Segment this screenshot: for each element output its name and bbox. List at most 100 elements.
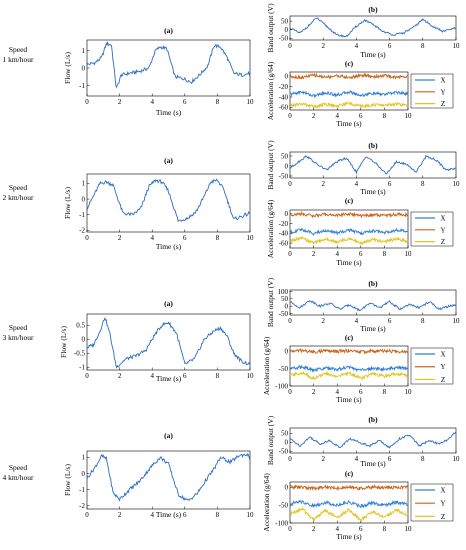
flow-x-tick-label: 2 xyxy=(118,372,122,380)
band-x-tick-label: 6 xyxy=(388,455,392,463)
band-y-tick-label: 100 xyxy=(278,288,289,296)
flow-x-axis-label: Time (s) xyxy=(156,510,182,519)
flow-x-tick-label: 8 xyxy=(216,98,220,106)
flow-x-tick-label: 0 xyxy=(85,511,89,519)
flow-y-tick-label: -1 xyxy=(79,82,85,90)
accel-x-tick-label: 4 xyxy=(335,525,339,533)
accel-y-axis-label: Acceleration (g/64) xyxy=(266,199,275,258)
legend-label-x: X xyxy=(440,487,445,495)
band-y-tick-label: 50 xyxy=(281,295,289,303)
accel-x-tick-label: 10 xyxy=(405,388,413,396)
accel-x-tick-label: 8 xyxy=(383,388,387,396)
flow-y-tick-label: -2 xyxy=(79,227,85,235)
speed-label: Speed xyxy=(9,463,28,472)
accel-y-tick-label: -100 xyxy=(275,519,288,527)
accel-x-axis-label: Time (s) xyxy=(336,532,362,541)
band-plot-frame xyxy=(289,151,457,179)
band-plot-frame xyxy=(289,289,457,316)
accel-y-tick-label: -100 xyxy=(275,382,288,390)
band-panel-label: (b) xyxy=(368,415,378,424)
band-x-tick-label: 6 xyxy=(388,180,392,188)
band-plot-frame xyxy=(289,15,457,41)
band-x-tick-label: 4 xyxy=(355,455,359,463)
speed-value-label: 3 km/hour xyxy=(2,333,34,342)
band-x-tick-label: 2 xyxy=(321,42,325,50)
accel-x-tick-label: 8 xyxy=(383,112,387,120)
band-x-tick-label: 2 xyxy=(321,317,325,325)
flow-y-tick-label: 1 xyxy=(82,454,86,462)
accel-x-tick-label: 2 xyxy=(312,250,316,258)
accel-line-y xyxy=(289,347,409,355)
band-line xyxy=(289,431,457,449)
flow-x-tick-label: 2 xyxy=(118,98,122,106)
band-x-tick-label: 10 xyxy=(453,180,461,188)
flow-y-tick-label: 0 xyxy=(82,64,86,72)
band-plot-frame xyxy=(289,427,457,454)
flow-y-axis-label: Flow (L/s) xyxy=(63,187,72,219)
accel-line-z xyxy=(289,370,409,381)
accel-panel-label: (c) xyxy=(345,59,354,68)
accel-line-x xyxy=(289,227,409,236)
accel-x-tick-label: 0 xyxy=(288,112,292,120)
accel-line-z xyxy=(289,101,409,109)
accel-plot-frame xyxy=(289,481,409,524)
flow-x-tick-label: 0 xyxy=(85,372,89,380)
band-panel-label: (b) xyxy=(368,141,378,150)
speed-value-label: 2 km/hour xyxy=(2,193,34,202)
flow-x-tick-label: 2 xyxy=(118,234,122,242)
accel-x-tick-label: 10 xyxy=(405,250,413,258)
accel-plot-frame xyxy=(289,71,409,111)
flow-x-tick-label: 4 xyxy=(150,98,154,106)
accel-line-x xyxy=(289,364,409,373)
band-x-tick-label: 10 xyxy=(453,317,461,325)
band-x-tick-label: 4 xyxy=(355,42,359,50)
accel-x-tick-label: 8 xyxy=(383,525,387,533)
flow-x-tick-label: 4 xyxy=(150,234,154,242)
flow-y-tick-label: 1 xyxy=(82,180,86,188)
accel-line-x xyxy=(289,89,409,99)
accel-x-tick-label: 2 xyxy=(312,525,316,533)
accel-y-tick-label: 0 xyxy=(285,484,289,492)
accel-y-tick-label: -60 xyxy=(279,104,289,112)
accel-x-tick-label: 2 xyxy=(312,112,316,120)
flow-x-tick-label: 6 xyxy=(183,372,187,380)
accel-x-tick-label: 0 xyxy=(288,388,292,396)
flow-y-axis-label: Flow (L/s) xyxy=(63,464,72,496)
band-line xyxy=(289,300,457,312)
accel-line-y xyxy=(289,483,409,492)
band-x-tick-label: 8 xyxy=(421,180,425,188)
flow-x-tick-label: 4 xyxy=(150,372,154,380)
accel-plot-frame xyxy=(289,209,409,249)
accel-y-tick-label: -50 xyxy=(279,365,289,373)
legend-label-z: Z xyxy=(441,376,445,384)
band-x-tick-label: 0 xyxy=(288,180,292,188)
flow-y-tick-label: -0.5 xyxy=(74,350,86,358)
accel-line-y xyxy=(289,72,409,80)
accel-y-tick-label: 0 xyxy=(285,210,289,218)
flow-plot-frame xyxy=(86,313,251,371)
accel-y-tick-label: -40 xyxy=(279,93,289,101)
flow-x-tick-label: 6 xyxy=(183,234,187,242)
band-y-axis-label: Band output (V) xyxy=(266,415,275,465)
flow-x-tick-label: 10 xyxy=(247,98,255,106)
flow-y-tick-label: 0 xyxy=(82,336,86,344)
band-x-tick-label: 10 xyxy=(453,42,461,50)
flow-y-axis-label: Flow (L/s) xyxy=(63,52,72,84)
flow-x-tick-label: 10 xyxy=(247,234,255,242)
accel-x-tick-label: 6 xyxy=(359,525,363,533)
accel-x-tick-label: 0 xyxy=(288,250,292,258)
accel-y-tick-label: -20 xyxy=(279,83,289,91)
legend-label-y: Y xyxy=(440,88,445,96)
band-x-tick-label: 6 xyxy=(388,317,392,325)
accel-x-tick-label: 4 xyxy=(335,388,339,396)
band-y-tick-label: -50 xyxy=(279,172,289,180)
accel-line-z xyxy=(289,506,409,523)
accel-x-tick-label: 6 xyxy=(359,250,363,258)
band-y-axis-label: Band output (V) xyxy=(266,140,275,190)
accel-x-tick-label: 10 xyxy=(405,112,413,120)
accel-y-tick-label: -60 xyxy=(279,239,289,247)
accel-line-x xyxy=(289,499,408,509)
band-y-tick-label: -50 xyxy=(279,35,289,43)
